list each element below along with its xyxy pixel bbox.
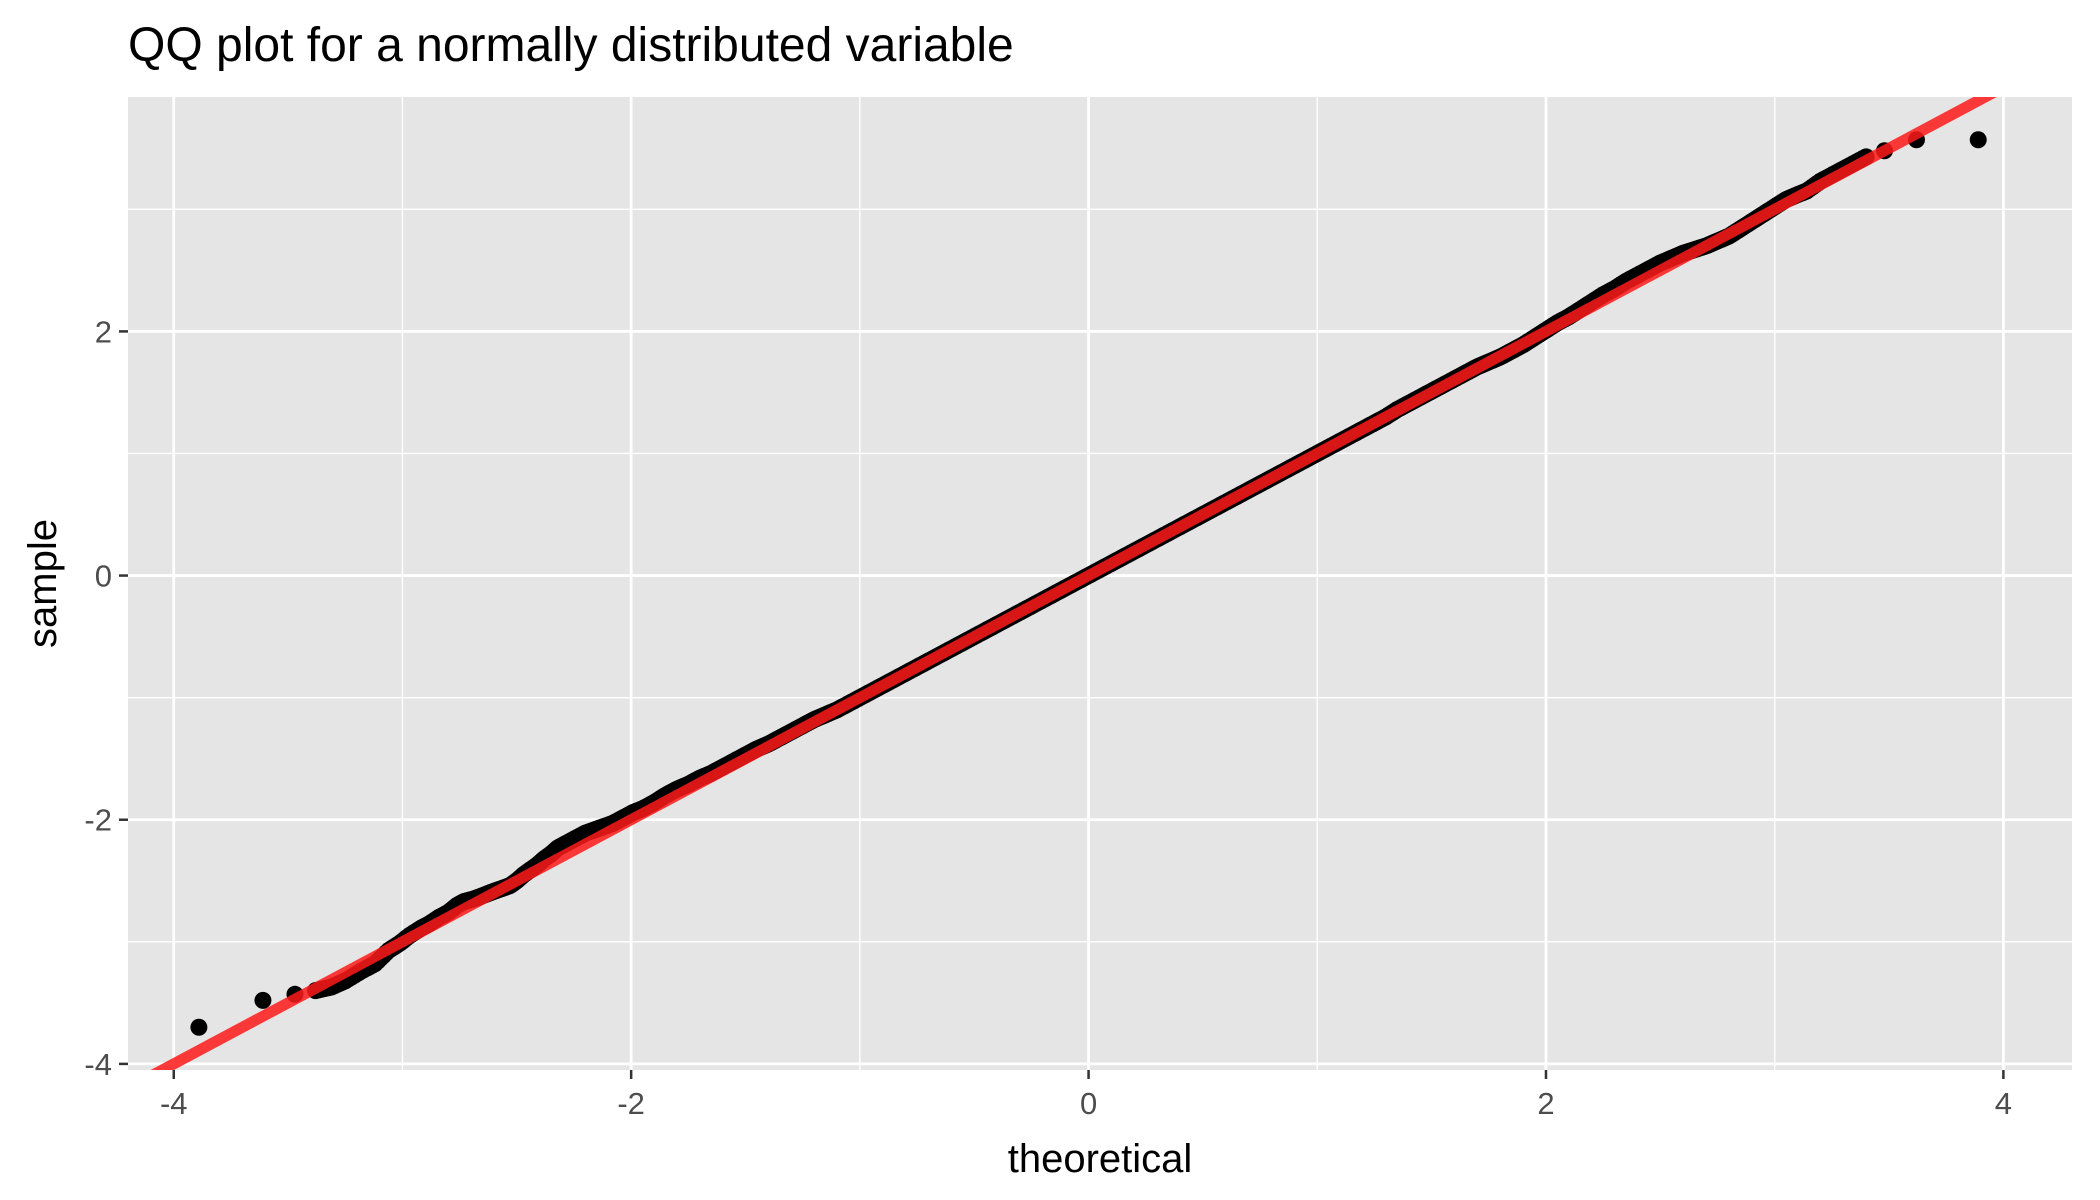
x-tick-label: -2	[617, 1086, 645, 1121]
data-point	[190, 1018, 208, 1036]
y-tick-label: 0	[95, 559, 112, 594]
x-axis-title: theoretical	[1008, 1137, 1193, 1181]
y-axis-ticks: -4 -2 0 2	[84, 314, 128, 1082]
x-tick-label: 4	[1995, 1086, 2012, 1121]
x-tick-label: -4	[160, 1086, 188, 1121]
y-axis-title: sample	[21, 519, 65, 648]
y-tick-label: 2	[95, 314, 112, 349]
x-axis-ticks: -4 -2 0 2 4	[160, 1070, 2012, 1121]
data-point	[1969, 131, 1987, 149]
data-point	[254, 991, 272, 1009]
y-tick-label: -4	[84, 1047, 112, 1082]
chart-title: QQ plot for a normally distributed varia…	[128, 19, 1014, 72]
reference-line	[150, 97, 1997, 1070]
x-tick-label: 0	[1080, 1086, 1097, 1121]
y-tick-label: -2	[84, 803, 112, 838]
x-tick-label: 2	[1537, 1086, 1554, 1121]
minor-grid	[128, 97, 2072, 1070]
